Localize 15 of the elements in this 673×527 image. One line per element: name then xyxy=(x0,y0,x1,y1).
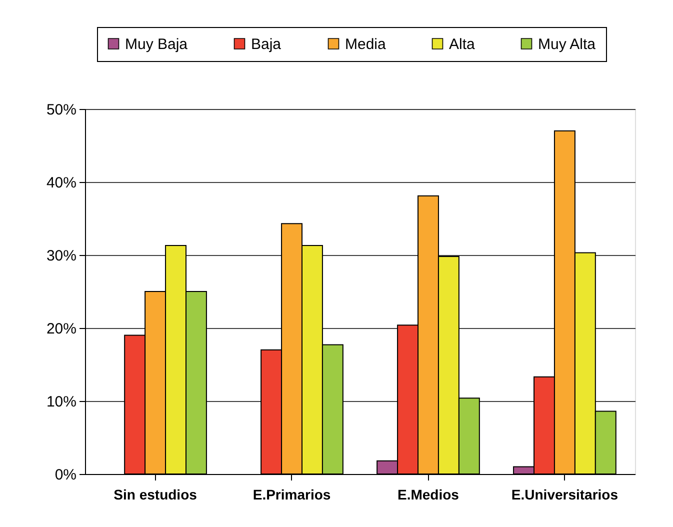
y-tick-label: 10% xyxy=(46,394,76,410)
legend-label: Muy Alta xyxy=(538,36,596,53)
x-tick-label: E.Universitarios xyxy=(511,486,618,502)
legend-label: Muy Baja xyxy=(125,36,188,53)
y-tick-label: 50% xyxy=(46,102,76,118)
legend-label: Baja xyxy=(251,36,282,53)
x-tick-label: E.Medios xyxy=(398,486,460,502)
y-tick-label: 30% xyxy=(46,248,76,264)
y-tick-label: 20% xyxy=(46,320,76,338)
legend-label: Media xyxy=(345,36,387,53)
y-tick-label: 40% xyxy=(46,174,76,192)
legend-label: Alta xyxy=(449,36,476,53)
x-tick-label: Sin estudios xyxy=(114,486,198,502)
y-tick-label: 0% xyxy=(54,466,76,484)
x-tick-label: E.Primarios xyxy=(252,486,331,502)
